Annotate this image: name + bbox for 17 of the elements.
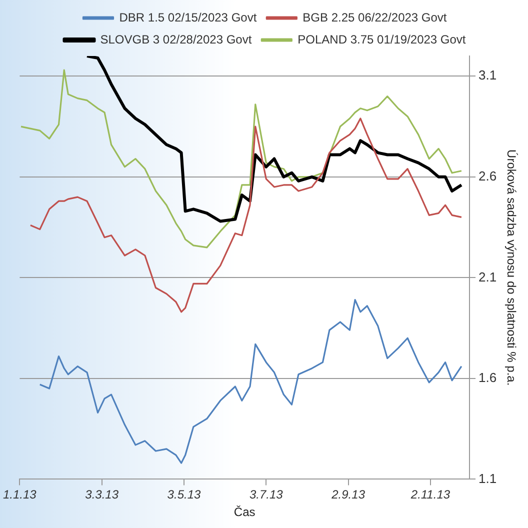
- legend-label: POLAND 3.75 01/19/2023 Govt: [298, 32, 466, 46]
- y-tick-label: 2.1: [478, 269, 497, 284]
- y-tick-label: 1.1: [478, 470, 497, 486]
- legend-label: SLOVGB 3 02/28/2023 Govt: [100, 32, 252, 46]
- x-tick-label: 1.1.13: [2, 488, 37, 502]
- x-tick-label: 3.5.13: [167, 488, 201, 502]
- legend-label: BGB 2.25 06/22/2023 Govt: [302, 10, 448, 24]
- legend-label: DBR 1.5 02/15/2023 Govt: [119, 10, 258, 24]
- y-tick-label: 3.1: [478, 68, 497, 83]
- x-tick-label: 2.11.13: [410, 488, 450, 502]
- y-axis-title: Úroková sadzba výnosu do splatnosti % p.a.: [504, 150, 518, 386]
- y-tick-label: 1.6: [478, 370, 497, 386]
- x-axis-title: Čas: [234, 505, 256, 520]
- y-tick-label: 2.6: [478, 168, 497, 184]
- x-tick-label: 2.9.13: [330, 488, 366, 502]
- x-tick-label: 3.3.13: [85, 488, 119, 502]
- x-tick-label: 3.7.13: [249, 488, 284, 502]
